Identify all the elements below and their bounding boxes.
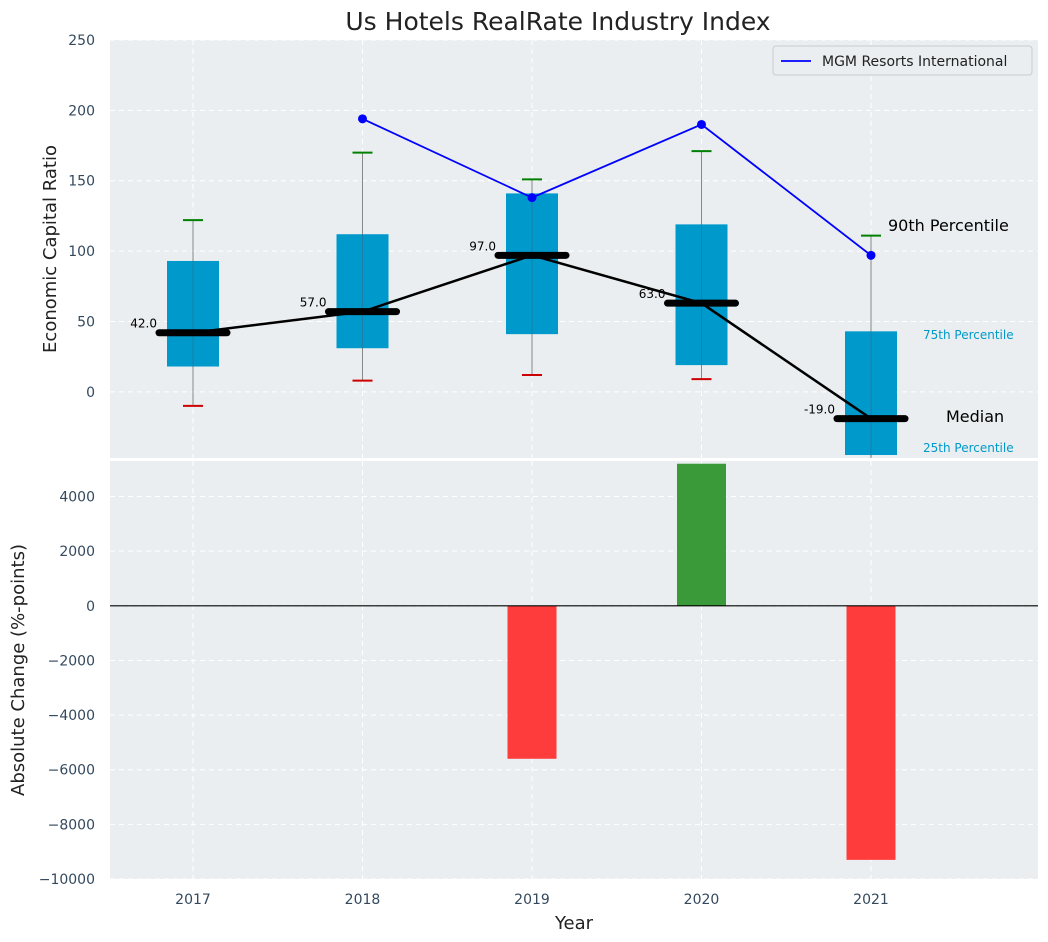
legend-box [772,45,1033,76]
x-tick-label: 2020 [684,892,720,908]
company-polyline [362,117,872,257]
y-tick-label: −2000 [48,653,95,669]
annotation-median: Median [946,407,1004,426]
annotation-90th: 90th Percentile [888,216,1009,235]
y-tick-label: 50 [77,314,95,330]
x-tick-label: 2017 [175,892,211,908]
x-tick-label: 2021 [853,892,889,908]
x-tick-label: 2018 [345,892,381,908]
y-tick-label: 250 [68,33,95,49]
median-value-label: 97.0 [469,239,496,253]
bottom-y-axis-label: Absolute Change (%-points) [8,544,29,796]
change-bar-2020 [677,463,726,606]
x-axis-label: Year [554,913,594,934]
y-tick-label: 0 [86,599,95,615]
y-tick-label: −4000 [48,708,95,724]
box-2021: -19.0 [804,234,909,458]
company-point [527,193,537,203]
y-tick-label: 0 [86,385,95,401]
company-point [697,119,706,129]
bottom-panel-background [110,461,1038,879]
y-tick-label: −6000 [48,763,95,779]
change-bar-2019 [507,605,557,759]
median-value-label: -19.0 [804,403,835,417]
annotation-25th: 25th Percentile [923,441,1014,455]
bottom-y-ticks: −10000 −8000 −6000 −4000 −2000 0 2000 4000 [39,490,95,888]
company-point [866,250,876,260]
legend-label: MGM Resorts International [822,54,1007,70]
median-value-label: 42.0 [130,317,157,331]
y-tick-label: −10000 [39,872,95,888]
median-value-label: 57.0 [300,296,327,310]
top-panel: 0 50 100 150 200 250 42.0 57.0 97.0 63.0 -19.0 90… [40,33,1038,458]
top-y-ticks: 0 50 100 150 200 250 [68,33,95,401]
y-tick-label: 200 [68,103,95,119]
median-polyline [192,254,872,420]
change-bar-2021 [846,605,896,860]
box-2020: 63.0 [639,150,739,381]
top-panel-background [110,40,1038,458]
annotation-75th: 75th Percentile [923,328,1014,342]
company-point [358,114,367,124]
change-bars [110,463,1038,860]
y-tick-label: −8000 [48,817,95,833]
legend: MGM Resorts International [772,45,1033,76]
company-series [358,114,876,260]
y-tick-label: 100 [68,244,95,260]
x-tick-label: 2019 [514,892,550,908]
y-tick-label: 2000 [59,544,95,560]
bottom-panel: −10000 −8000 −6000 −4000 −2000 0 2000 4000 2017… [8,461,1038,934]
y-tick-label: 150 [68,174,95,190]
top-y-axis-label: Economic Capital Ratio [40,145,61,353]
median-trend-line [192,254,872,420]
x-ticks: 2017 2018 2019 2020 2021 [175,892,889,908]
chart-title: Us Hotels RealRate Industry Index [345,7,770,36]
percentile-annotations: 90th Percentile 75th Percentile Median 2… [888,216,1014,455]
y-tick-label: 4000 [59,490,95,506]
